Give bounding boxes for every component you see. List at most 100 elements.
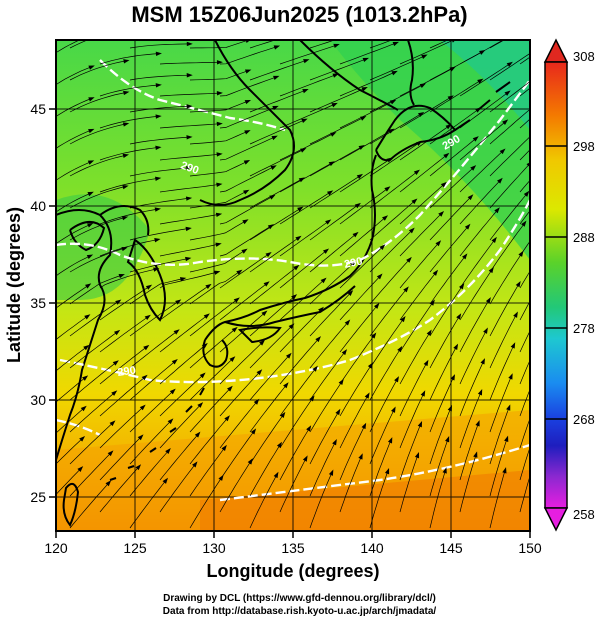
streamline-arrowhead [467,194,474,201]
streamline-arrowhead [406,256,412,263]
streamline-arrowhead [456,313,462,320]
streamline-arrowhead [432,269,439,276]
credit-line-dcl: Drawing by DCL (https://www.gfd-dennou.o… [163,593,436,604]
streamline-arrowhead [272,105,279,111]
streamline [56,129,92,149]
x-tick-label: 130 [202,540,226,556]
streamline-arrowhead [403,286,409,293]
streamline [69,452,112,497]
streamline-arrowhead [442,467,447,474]
streamline-arrowhead [322,248,330,254]
streamline [519,300,530,321]
streamline-arrowhead [309,395,315,402]
streamline [249,40,277,49]
streamline [56,468,82,496]
streamline-arrowhead [504,90,511,96]
streamline-arrowhead [367,362,373,369]
streamline [489,283,520,337]
streamline-arrowhead [453,343,459,350]
streamline-arrowhead [216,60,223,65]
streamline [99,466,140,513]
colorbar: 308 298 288 278 268 258 [543,38,595,532]
streamline [99,268,157,289]
streamline [489,192,528,241]
streamline-arrowhead [86,254,94,260]
streamline-arrowhead [588,99,594,105]
streamline [249,325,293,369]
streamline [219,460,252,513]
streamline [159,92,220,97]
streamline [129,390,174,433]
streamline-arrowhead [185,196,193,201]
streamline [369,200,416,241]
streamline [99,115,159,129]
streamline [129,74,190,81]
streamline [459,360,485,417]
streamline [519,270,530,289]
streamline-arrowhead [244,99,252,105]
streamline-arrowhead [464,223,471,230]
streamline [369,229,413,273]
streamline-arrowhead [186,165,193,171]
streamline [159,463,196,513]
streamline [129,258,189,273]
streamline-arrowhead [470,165,477,171]
streamline [99,346,148,385]
streamline-arrowhead [502,119,509,125]
streamline [219,136,276,161]
streamline [189,190,247,209]
streamline-arrowhead [155,114,162,119]
streamline-arrowhead [400,316,406,323]
streamline-arrowhead [123,59,130,64]
streamline [339,100,394,129]
streamline [429,376,455,433]
streamline-arrowhead [80,405,87,412]
streamline-arrowhead [194,431,201,438]
streamline [399,40,455,65]
streamline [189,328,236,369]
streamline-arrowhead [265,251,272,258]
streamline [279,397,314,449]
streamline [279,279,325,321]
streamline [219,225,272,257]
streamline-arrowhead [392,41,400,47]
streamline-arrowhead [420,390,426,397]
streamline [56,376,87,403]
streamline-arrowhead [256,369,263,376]
streamline [309,351,346,401]
streamline-arrowhead [280,411,286,419]
streamline-arrowhead [502,467,507,474]
streamline [369,40,393,49]
streamline-arrowhead [145,284,153,290]
streamline-arrowhead [291,294,298,300]
streamline-arrowhead [373,302,380,309]
streamline-arrowhead [521,220,527,227]
y-tick-label: 30 [30,392,46,408]
y-tick-label: 45 [30,101,46,117]
streamline-arrowhead [445,124,452,130]
streamline [56,407,85,434]
streamline [129,136,190,145]
streamline [56,223,91,245]
streamline [129,300,180,337]
streamline [279,367,317,417]
streamline-arrowhead [576,249,581,255]
streamline-arrowhead [283,382,289,389]
streamline-arrowhead [107,450,114,457]
streamline [279,162,333,193]
streamline [339,425,366,481]
streamline [279,191,331,225]
streamline-arrowhead [473,451,478,458]
streamline [69,186,126,209]
streamline-arrowhead [536,45,542,50]
wind-arrowheads [77,40,594,487]
streamline-arrowhead [358,453,363,460]
streamline [459,391,482,449]
streamline [369,113,422,145]
streamline-arrowhead [244,130,251,135]
streamline-arrowhead [79,435,86,442]
streamline [519,330,530,353]
streamline [489,375,512,433]
streamline-arrowhead [105,480,112,487]
streamline-arrowhead [328,161,335,167]
